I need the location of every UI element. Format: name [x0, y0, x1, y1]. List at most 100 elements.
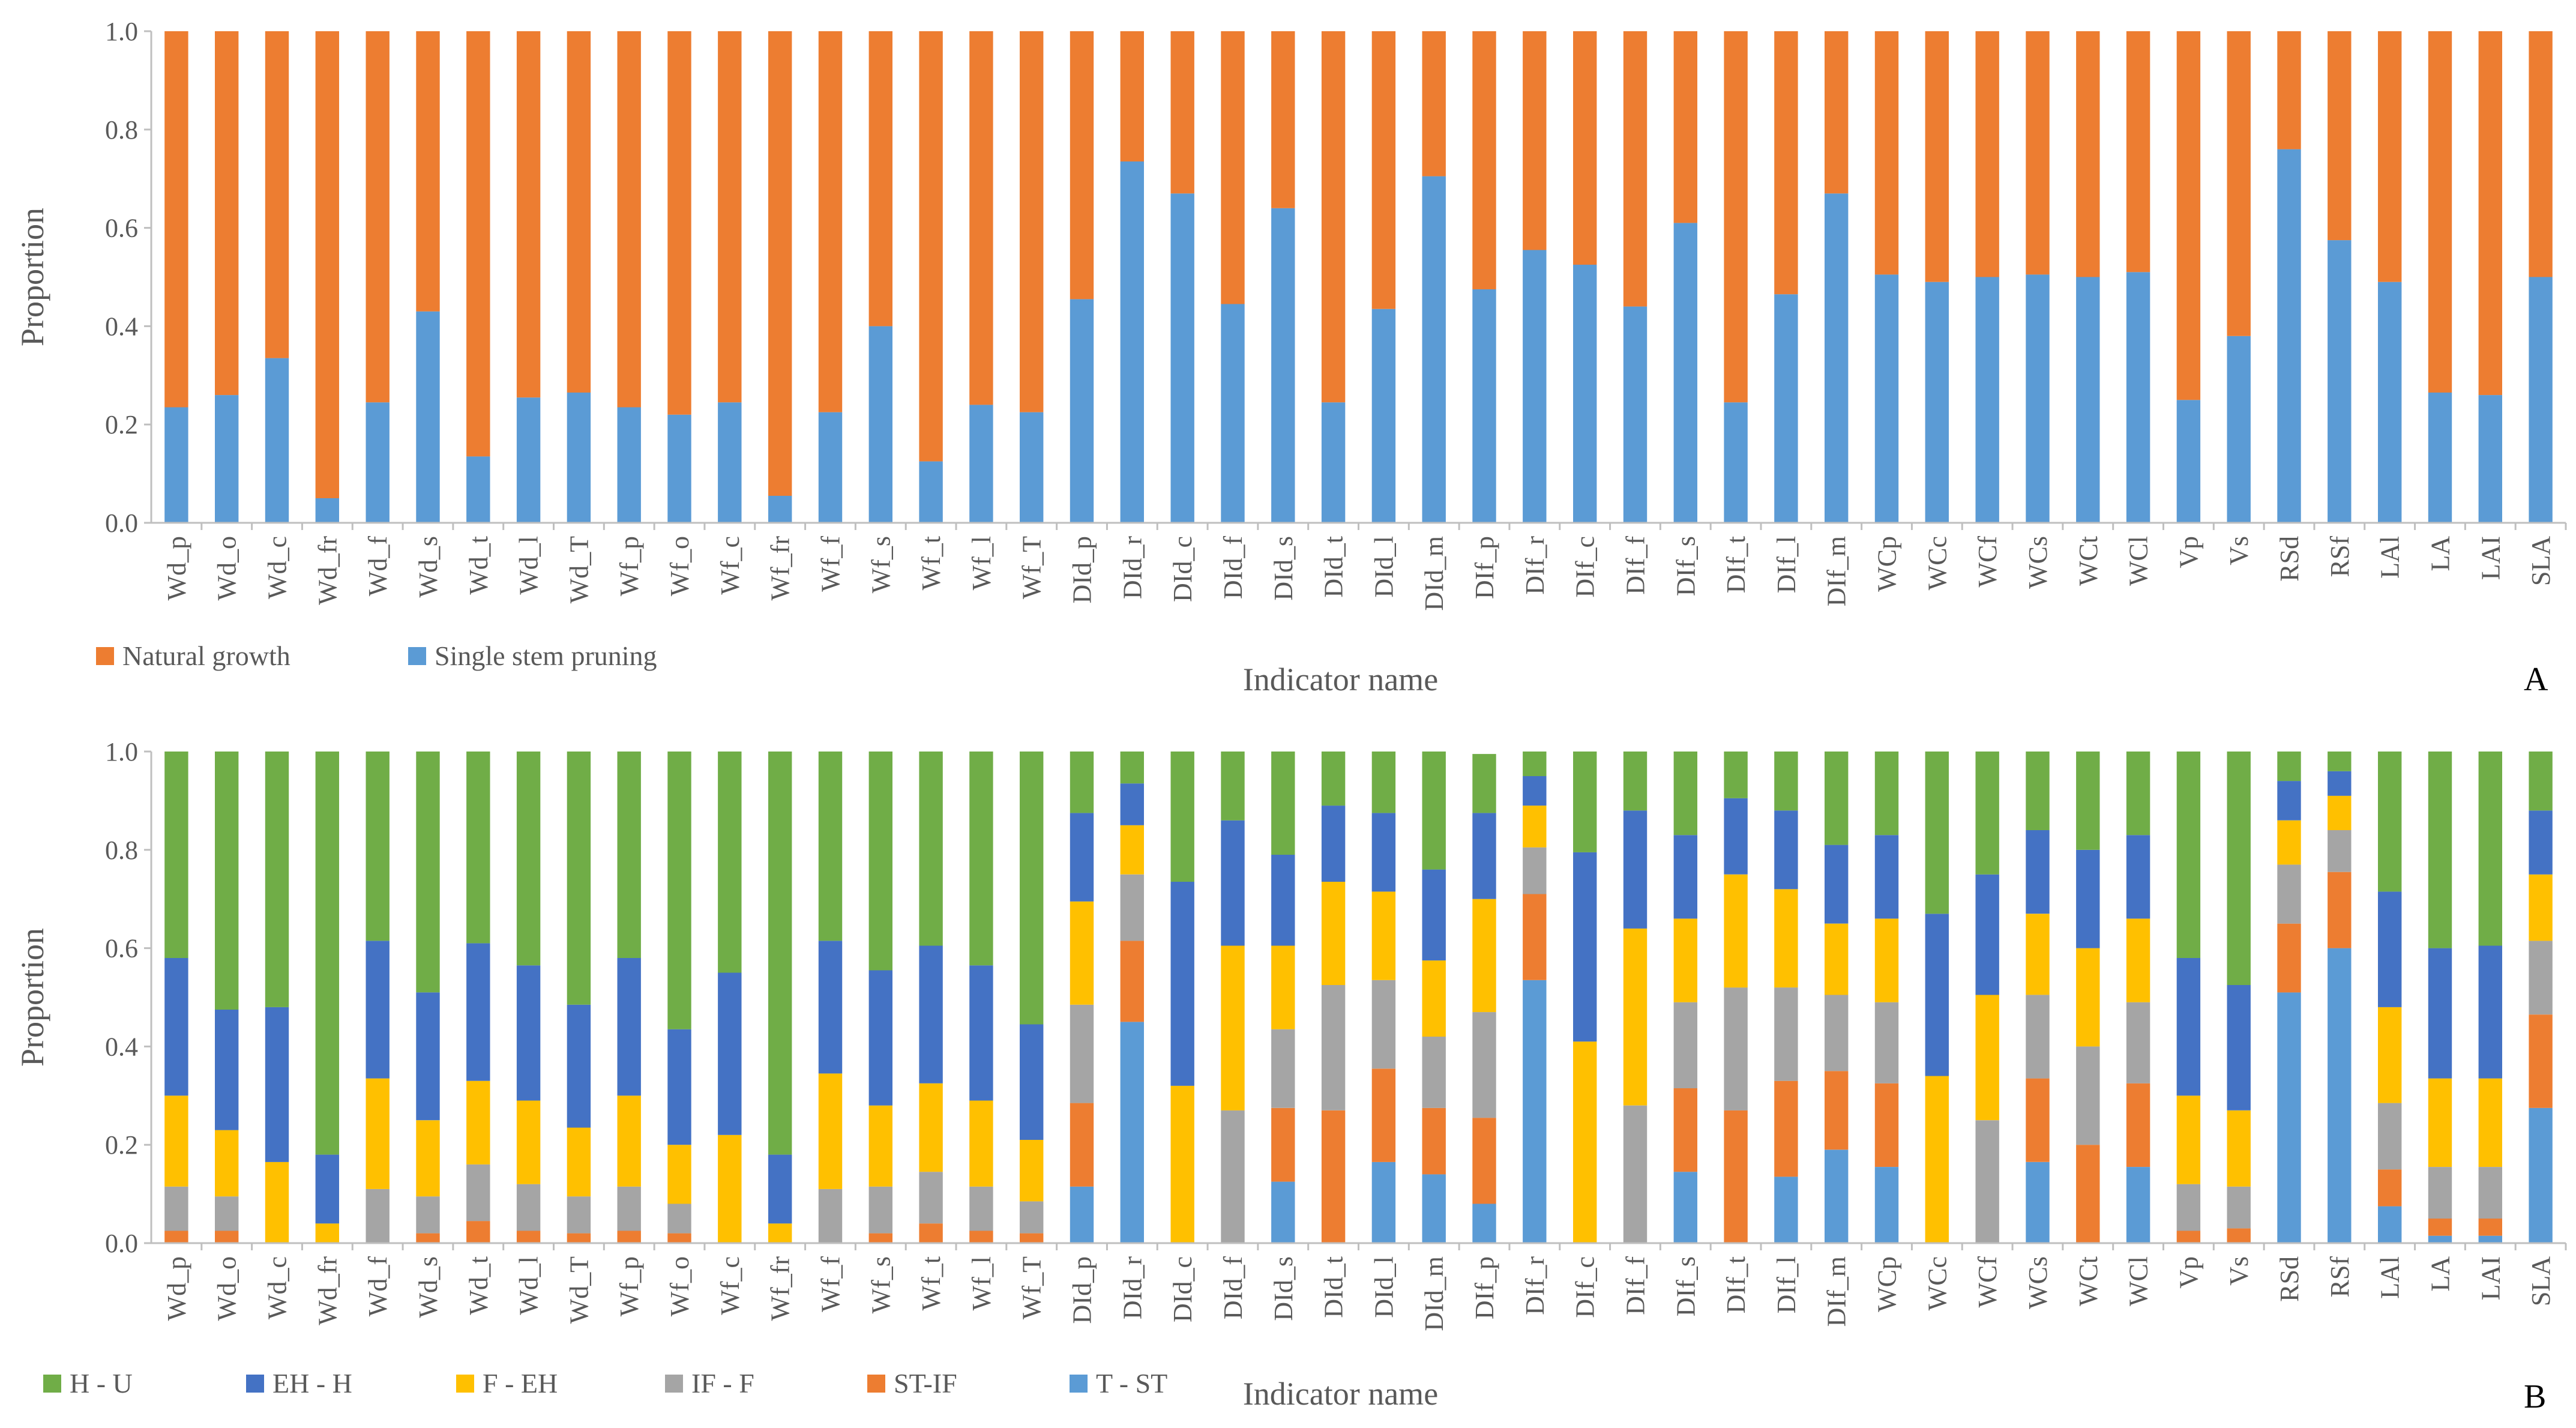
- bar-segment: [265, 358, 289, 523]
- bar-segment: [215, 1010, 239, 1130]
- bar-segment: [919, 945, 943, 1083]
- panel-label: A: [2524, 661, 2548, 698]
- x-tick-label: WCl: [2124, 1256, 2153, 1306]
- bar-segment: [2277, 149, 2301, 523]
- bar-segment: [2378, 282, 2402, 523]
- bar-segment: [1825, 31, 1849, 194]
- bar-segment: [2176, 752, 2201, 958]
- bar-segment: [2428, 1167, 2452, 1219]
- chart-panel-2: 0.0 0.2 0.4 0.6 0.8 1.0 Wd_p Wd_o Wd_c Wd_fr Wd_f W…: [14, 737, 2567, 1415]
- bar-segment: [768, 496, 792, 523]
- x-tick-label: DId_m: [1419, 536, 1449, 611]
- x-tick-label: Wd_l: [514, 536, 544, 595]
- bar-segment: [416, 311, 440, 523]
- bar-segment: [1573, 752, 1597, 852]
- bar-segment: [919, 1223, 943, 1243]
- bar-segment: [516, 1231, 541, 1243]
- bar-segment: [1975, 1120, 1999, 1244]
- bar-segment: [1271, 208, 1295, 523]
- bar-segment: [2176, 1184, 2201, 1231]
- x-tick-label: DIf_p: [1470, 1256, 1499, 1319]
- legend-label: Single stem pruning: [435, 640, 657, 671]
- x-tick-label: Wd_f: [363, 536, 393, 597]
- bar-segment: [1523, 752, 1547, 776]
- x-tick-label: SLA: [2526, 536, 2556, 586]
- bar-segment: [2328, 830, 2352, 872]
- x-tick-label: DId_r: [1118, 536, 1147, 599]
- bar-segment: [1221, 1110, 1245, 1243]
- bar-segment: [768, 752, 792, 1155]
- legend-label: ST-IF: [894, 1368, 957, 1399]
- bar-segment: [868, 752, 892, 971]
- bar-segment: [1523, 31, 1547, 250]
- x-tick-label: LA: [2426, 1256, 2455, 1292]
- bar-segment: [2026, 1161, 2050, 1243]
- bar-segment: [2277, 820, 2301, 865]
- bar-segment: [2277, 923, 2301, 993]
- bar-segment: [1523, 894, 1547, 980]
- bar-segment: [366, 402, 390, 523]
- x-axis-title: Indicator name: [1243, 661, 1438, 697]
- bar-segment: [868, 970, 892, 1106]
- x-tick-label: WCt: [2074, 536, 2103, 586]
- bar-segment: [1874, 752, 1899, 836]
- legend-label: F - EH: [483, 1368, 558, 1399]
- bar-segment: [868, 1105, 892, 1187]
- bar-segment: [1221, 945, 1245, 1110]
- bar-segment: [215, 1231, 239, 1243]
- bar-segment: [617, 1231, 641, 1243]
- bar-segment: [1371, 752, 1396, 813]
- bar-segment: [2126, 835, 2150, 919]
- bar-segment: [1573, 852, 1597, 1042]
- x-tick-label: WCs: [2023, 1256, 2053, 1309]
- bar-segment: [2529, 31, 2553, 277]
- bar-segment: [2428, 1219, 2452, 1236]
- x-tick-label: WCf: [1973, 536, 2002, 588]
- x-tick-label: WCl: [2124, 536, 2153, 586]
- bar-segment: [1673, 1088, 1697, 1172]
- bar-segment: [718, 31, 742, 403]
- bar-segment: [265, 1161, 289, 1243]
- x-tick-label: Wf_fr: [766, 536, 795, 601]
- bar-segment: [1724, 874, 1748, 988]
- x-tick-label: WCp: [1873, 536, 1902, 592]
- x-tick-label: DIf_l: [1772, 536, 1801, 593]
- bar-segment: [567, 393, 591, 523]
- bar-segment: [2328, 948, 2352, 1243]
- bar-segment: [1120, 783, 1144, 825]
- bar-segment: [2176, 400, 2201, 523]
- bar-segment: [2076, 752, 2100, 850]
- x-tick-label: RSd: [2275, 536, 2304, 582]
- x-tick-label: Vs: [2224, 536, 2254, 565]
- x-tick-label: DIf_r: [1520, 536, 1550, 595]
- bar-segment: [1925, 752, 1949, 914]
- x-tick-label: Wd_fr: [313, 536, 342, 605]
- bar-segment: [1623, 306, 1648, 523]
- panel-label: B: [2524, 1378, 2546, 1415]
- bar-segment: [1170, 752, 1194, 882]
- bar-segment: [919, 1083, 943, 1172]
- bar-segment: [1422, 752, 1446, 870]
- x-tick-label: Wd_l: [514, 1256, 544, 1315]
- bar-segment: [1673, 1172, 1697, 1243]
- y-tick-label: 0.4: [105, 1032, 138, 1061]
- bar-segment: [1371, 309, 1396, 523]
- bar-segment: [516, 31, 541, 398]
- bar-segment: [2126, 1083, 2150, 1167]
- x-tick-label: Wf_fr: [766, 1256, 795, 1321]
- bar-segment: [2428, 948, 2452, 1079]
- bar-segment: [1170, 193, 1194, 523]
- bar-segment: [1825, 923, 1849, 995]
- bar-segment: [2529, 277, 2553, 523]
- x-tick-label: Wf_c: [715, 536, 745, 595]
- bar-segment: [1874, 1002, 1899, 1083]
- bar-segment: [667, 414, 691, 523]
- y-tick-label: 0.6: [105, 934, 138, 963]
- bar-segment: [1472, 289, 1496, 523]
- bar-segment: [1774, 1080, 1798, 1177]
- bar-segment: [1523, 847, 1547, 894]
- bar-segment: [366, 31, 390, 403]
- bar-segment: [2478, 1078, 2502, 1167]
- bar-segment: [2227, 985, 2251, 1110]
- bar-segment: [2277, 752, 2301, 782]
